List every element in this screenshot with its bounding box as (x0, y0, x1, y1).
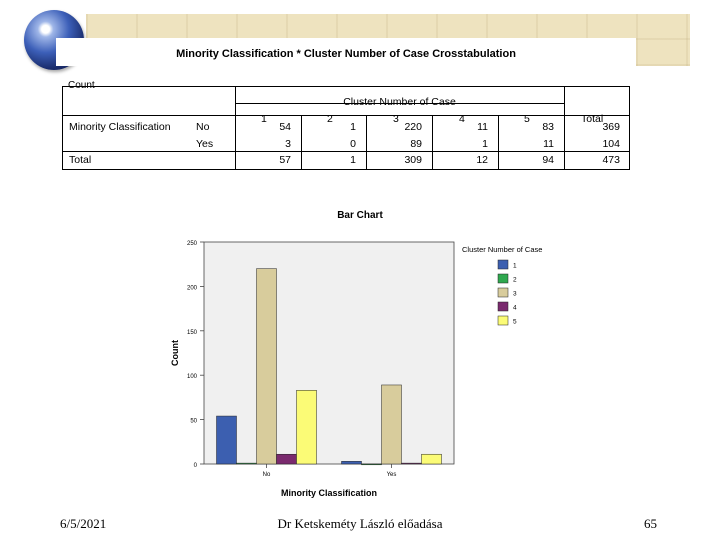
y-tick-label: 100 (187, 374, 198, 380)
col-header: 3 (393, 113, 399, 125)
chart-title: Bar Chart (337, 210, 383, 221)
bar-no-series-5 (296, 390, 317, 465)
bar-no-series-2 (236, 462, 257, 465)
table-cell: 57 (279, 154, 291, 166)
col-header: 2 (327, 113, 333, 125)
y-axis-label: Count (170, 340, 180, 366)
x-tick-label: Yes (387, 472, 397, 478)
legend-label-3: 3 (513, 291, 517, 298)
table-line (235, 87, 236, 169)
legend-label-4: 4 (513, 305, 517, 312)
table-line (301, 115, 302, 169)
legend-label-1: 1 (513, 263, 517, 270)
col-header: 1 (261, 113, 267, 125)
x-axis-label: Minority Classification (281, 488, 377, 498)
table-line (63, 151, 629, 152)
total-col-header: Total (581, 113, 604, 125)
bar-no-series-3 (256, 268, 277, 465)
bar-chart: 0 50 100 150 200 250 Count No Yes Minority Classi… (170, 241, 542, 498)
table-cell: 83 (542, 121, 554, 133)
table-cell: 1 (350, 121, 356, 133)
row-label-total: Total (69, 154, 92, 166)
table-cell: 11 (477, 121, 488, 133)
legend-label-5: 5 (513, 319, 517, 326)
table-cell: 220 (404, 121, 422, 133)
table-cell: 473 (602, 154, 620, 166)
table-cell: 309 (404, 154, 422, 166)
table-cell: 11 (543, 138, 554, 150)
crosstab-title: Minority Classification * Cluster Number… (176, 48, 516, 60)
table-cell: 12 (476, 154, 488, 166)
table-cell: 54 (279, 121, 291, 133)
row-label-yes: Yes (196, 138, 214, 150)
legend-swatch-2 (497, 273, 509, 284)
table-cell: 1 (482, 138, 488, 150)
bar-yes-series-1 (341, 461, 362, 465)
table-cell: 0 (350, 138, 356, 150)
col-header: 4 (459, 113, 465, 125)
bar-no-series-1 (216, 415, 237, 465)
legend-title: Cluster Number of Case (462, 245, 542, 254)
y-tick-label: 150 (187, 330, 198, 336)
row-label-no: No (196, 121, 210, 133)
count-label: Count (68, 80, 95, 91)
bar-no-series-4 (276, 453, 297, 465)
bar-yes-series-3 (381, 384, 402, 465)
bar-yes-series-4 (401, 462, 422, 465)
col-header: 5 (524, 113, 530, 125)
legend-swatch-3 (497, 287, 509, 298)
legend-label-2: 2 (513, 277, 517, 284)
title-strip (56, 38, 636, 66)
footer-presenter: Dr Ketskeméty László előadása (277, 516, 443, 531)
table-cell: 369 (602, 121, 620, 133)
y-tick-label: 50 (190, 419, 197, 425)
legend-swatch-5 (497, 315, 509, 326)
y-tick-label: 0 (194, 463, 198, 469)
y-tick-label: 250 (187, 241, 198, 247)
y-tick-label: 200 (187, 285, 198, 291)
legend-swatch-4 (497, 301, 509, 312)
table-line (235, 103, 564, 104)
x-tick-label: No (263, 472, 271, 478)
bar-yes-series-5 (421, 453, 442, 465)
footer-date: 6/5/2021 (60, 516, 107, 531)
table-line (432, 115, 433, 169)
table-line (498, 115, 499, 169)
col-group-header: Cluster Number of Case (343, 96, 456, 108)
table-line (63, 115, 235, 116)
row-group-label: Minority Classification (69, 121, 171, 133)
footer-page-number: 65 (644, 516, 657, 531)
table-line (564, 87, 565, 169)
table-cell: 1 (350, 154, 356, 166)
crosstab-table: Cluster Number of Case 1 2 3 4 5 Total M… (62, 86, 630, 170)
table-cell: 94 (542, 154, 554, 166)
legend-swatch-1 (497, 259, 509, 270)
bar-yes-series-2 (361, 463, 382, 466)
table-cell: 104 (602, 138, 620, 150)
table-cell: 89 (410, 138, 422, 150)
plot-area (203, 241, 455, 465)
table-line (366, 115, 367, 169)
table-cell: 3 (285, 138, 291, 150)
